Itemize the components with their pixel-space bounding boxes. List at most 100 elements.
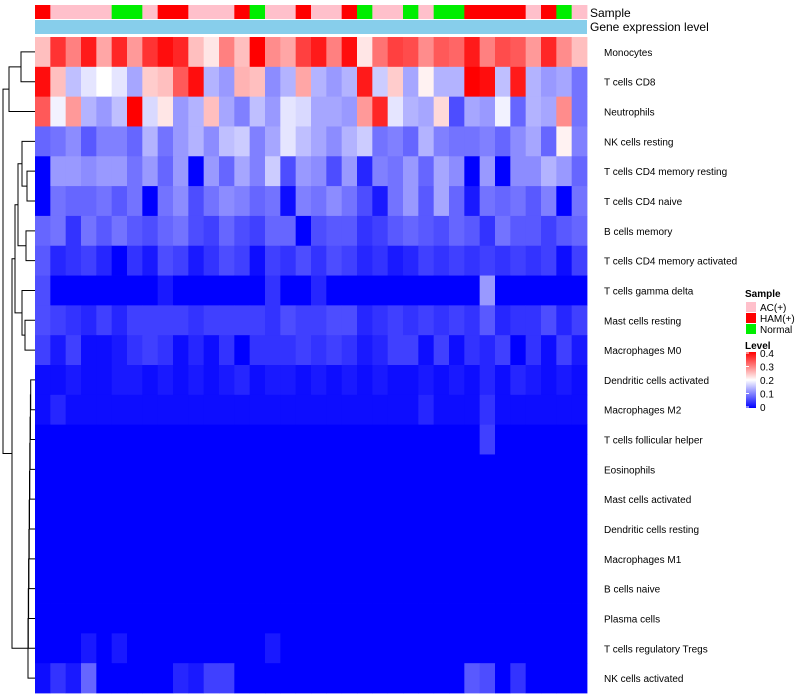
heatmap-cell [249,424,266,455]
dendrogram-branch [29,470,35,530]
heatmap-cell [111,245,128,276]
heatmap-cell [249,633,266,664]
heatmap-cell [479,275,496,306]
heatmap-cell [265,245,281,276]
heatmap-cell [387,514,404,545]
heatmap-cell [50,215,67,247]
heatmap-cell [372,424,389,455]
row-label: B cells naive [604,585,661,596]
heatmap-cell [157,633,174,664]
heatmap-cell [265,424,281,455]
heatmap-cell [142,603,159,634]
heatmap-cell [372,66,389,98]
heatmap-cell [357,126,373,157]
row-dendrogram [2,51,35,679]
heatmap-cell [372,186,389,217]
heatmap-cell [449,663,465,694]
heatmap-cell [280,633,297,664]
heatmap-cell [357,156,373,187]
heatmap-cell [357,245,373,276]
heatmap-cell [326,305,343,336]
heatmap-cell [280,454,297,485]
heatmap-cell [50,305,67,336]
heatmap-cell [449,365,465,396]
heatmap-cell [35,514,51,545]
heatmap-cell [111,156,128,187]
heatmap-cell [142,66,159,98]
heatmap-cell [50,424,67,455]
heatmap-cell [295,394,312,426]
heatmap-cell [510,394,527,426]
heatmap-cell [203,66,220,98]
heatmap-cell [295,543,312,575]
heatmap-cell [142,275,159,306]
heatmap-cell [495,573,511,604]
heatmap-cell [403,335,419,366]
heatmap-cell [111,424,128,455]
heatmap-cell [35,633,51,664]
heatmap-cell [571,663,588,694]
heatmap-cell [265,603,281,634]
level-tick-label: 0.3 [760,363,774,374]
heatmap-cell [357,663,373,694]
heatmap-cell [142,126,159,157]
heatmap-cell [433,424,450,455]
heatmap-cell [157,305,174,336]
heatmap-cell [495,543,511,575]
heatmap-cell [464,394,481,426]
heatmap-cell [173,156,189,187]
heatmap-cell [157,543,174,575]
heatmap-cell [464,663,481,694]
heatmap-cell [464,454,481,485]
heatmap-cell [556,305,573,336]
heatmap-cell [510,275,527,306]
heatmap-cell [479,186,496,217]
heatmap-cell [65,305,82,336]
heatmap-cell [571,454,588,485]
heatmap-cell [311,424,327,455]
heatmap-cell [479,484,496,515]
heatmap-cell [50,663,67,694]
heatmap-cell [157,275,174,306]
heatmap-cell [495,305,511,336]
heatmap-cell [479,335,496,366]
heatmap-cell [403,424,419,455]
sample-annotation-cell [571,5,588,19]
heatmap-cell [142,633,159,664]
heatmap-cell [188,424,205,455]
row-labels: Monocytes T cells CD8 Neutrophils NK cells … [604,48,737,685]
heatmap-cell [203,37,220,68]
heatmap-cell [433,66,450,98]
heatmap-cell [571,335,588,366]
heatmap-cell [234,275,251,306]
sample-annotation-cell [464,5,481,19]
heatmap-cell [81,603,97,634]
heatmap-cell [219,156,235,187]
heatmap-cell [464,37,481,68]
heatmap-cell [127,454,143,485]
heatmap-cell [341,126,358,157]
heatmap-cell [449,126,465,157]
heatmap-cell [111,573,128,604]
level-tick-label: 0 [760,403,766,414]
heatmap-cell [571,514,588,545]
heatmap-cell [510,424,527,455]
heatmap-cell [556,245,573,276]
heatmap-cell [111,335,128,366]
heatmap-cell [387,543,404,575]
heatmap-cell [541,573,557,604]
heatmap-cell [219,186,235,217]
sample-annotation-cell [495,5,511,19]
heatmap-cell [142,215,159,247]
dendrogram-branch [8,66,35,113]
heatmap-cell [479,126,496,157]
heatmap-cell [295,245,312,276]
heatmap-cell [111,633,128,664]
heatmap-cell [357,37,373,68]
row-label: Eosinophils [604,465,655,476]
heatmap-cell [418,543,435,575]
dendrogram-branch [24,319,35,351]
sample-annotation-cell [219,5,235,19]
heatmap-cell [326,215,343,247]
heatmap-cell [157,365,174,396]
